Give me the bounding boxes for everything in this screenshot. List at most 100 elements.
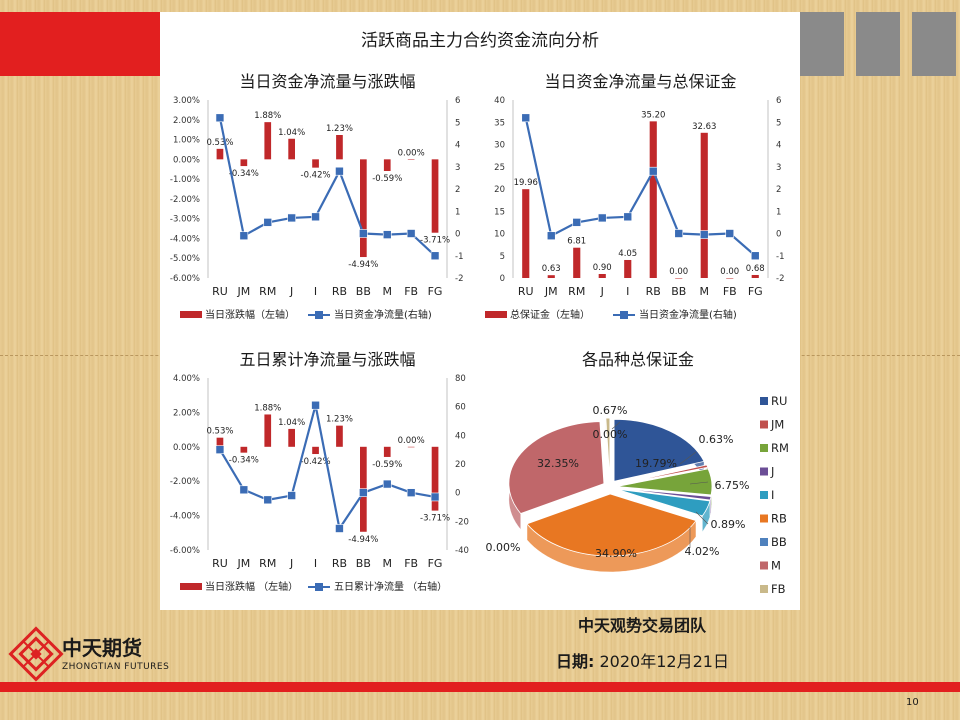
right-tick-label: 80: [455, 374, 466, 384]
pie-slice-RM: [616, 468, 713, 496]
bar-RB: [336, 425, 343, 447]
line-point-RM: [572, 218, 582, 227]
x-tick-RU: RU: [212, 557, 228, 570]
right-tick-label: -1: [455, 252, 463, 262]
legend-line-label: 当日资金净流量(右轴): [639, 308, 737, 321]
bar-RU: [216, 148, 224, 160]
left-tick-label: 10: [494, 230, 505, 240]
chart-net-flow-vs-margin: 当日资金净流量与总保证金 0 5 10 15 20 25 30 35 40 -2 -1 0 1 2 3 4 5 6 1…: [485, 72, 784, 321]
line-point-M: [382, 479, 392, 489]
right-tick-label: 4: [776, 141, 781, 151]
right-tick-label: -2: [776, 274, 784, 284]
pie-slice-RU: [613, 418, 705, 482]
left-tick-label: 0.00%: [173, 443, 200, 453]
date-value: 2020年12月21日: [599, 652, 729, 671]
bar-label-RU: 0.53%: [206, 427, 233, 437]
right-tick-label: 6: [455, 96, 460, 106]
pie-extra-label: 0.00%: [486, 541, 521, 554]
pie-slice-J: [616, 487, 712, 501]
x-tick-M: M: [383, 285, 393, 298]
left-tick-label: -1.00%: [170, 175, 200, 185]
company-name-en: ZHONGTIAN FUTURES: [62, 662, 170, 672]
x-tick-J: J: [289, 285, 293, 298]
pie-label-I: 4.02%: [685, 545, 720, 558]
line-point-I: [623, 212, 633, 222]
x-tick-FB: FB: [404, 557, 418, 570]
left-tick-label: 4.00%: [173, 374, 200, 384]
bar-RM: [573, 247, 581, 278]
legend-label-FB: FB: [771, 582, 786, 596]
x-tick-FG: FG: [748, 285, 763, 298]
right-tick-label: 4: [455, 141, 460, 151]
x-tick-FG: FG: [428, 285, 443, 298]
bar-label-RU: 0.53%: [206, 138, 233, 148]
right-tick-label: 40: [455, 431, 466, 441]
right-tick-label: 5: [455, 118, 460, 128]
grey-square-3: [912, 12, 956, 76]
x-tick-RM: RM: [259, 557, 276, 570]
bar-M: [700, 132, 708, 278]
bar-label-FB: 0.00%: [398, 148, 425, 158]
left-tick-label: -2.00%: [170, 195, 200, 205]
x-tick-RB: RB: [332, 285, 347, 298]
pie-slice-JM: [616, 464, 709, 486]
pie-label-M: 32.35%: [537, 457, 579, 470]
legend-swatch-RB: [760, 514, 768, 523]
bar-label-BB: -4.94%: [348, 260, 378, 270]
line-point-FG: [430, 251, 440, 261]
x-tick-J: J: [289, 557, 293, 570]
company-logo-icon: [8, 626, 64, 682]
chart-title: 当日资金净流量与涨跌幅: [239, 72, 415, 91]
right-tick-label: -2: [455, 274, 463, 284]
series-line: [219, 404, 436, 532]
left-tick-label: 5: [500, 252, 505, 262]
legend-bar-swatch: [485, 311, 507, 318]
right-tick-label: 1: [776, 207, 781, 217]
line-point-J: [597, 213, 607, 223]
bar-label-FB: 0.00%: [398, 436, 425, 446]
legend-swatch-BB: [760, 538, 768, 546]
bar-label-I: -0.42%: [301, 457, 331, 467]
legend-line-label: 当日资金净流量(右轴): [334, 308, 432, 321]
legend-line-label: 五日累计净流量 （右轴）: [334, 580, 447, 593]
bar-label-J: 1.04%: [278, 418, 305, 428]
right-tick-label: 1: [455, 207, 460, 217]
left-tick-label: -3.00%: [170, 215, 200, 225]
x-tick-RM: RM: [568, 285, 585, 298]
legend-swatch-JM: [760, 420, 768, 429]
right-tick-label: 3: [776, 163, 781, 173]
line-point-BB: [359, 488, 368, 497]
pie-label-FB: 0.67%: [593, 404, 628, 417]
legend-line-marker: [620, 311, 628, 319]
left-tick-label: 2.00%: [173, 116, 200, 126]
chart-title: 当日资金净流量与总保证金: [544, 72, 736, 91]
left-tick-label: 15: [494, 207, 505, 217]
bar-J: [598, 273, 606, 278]
right-tick-label: 20: [455, 460, 466, 470]
x-tick-RU: RU: [518, 285, 534, 298]
bar-label-RM: 1.88%: [254, 403, 281, 413]
line-point-FB: [406, 229, 416, 238]
legend-label-RB: RB: [771, 512, 787, 526]
left-tick-label: 30: [494, 141, 505, 151]
line-point-JM: [546, 231, 556, 241]
pie-slice-M: [508, 421, 605, 514]
legend-bar-swatch: [180, 583, 202, 590]
right-tick-label: 2: [455, 185, 460, 195]
series-line: [218, 117, 436, 257]
bar-label-JM: -0.34%: [229, 169, 259, 179]
bar-label-BB: 0.00: [669, 267, 688, 277]
bar-JM: [547, 275, 555, 278]
top-red-bar: [0, 12, 160, 76]
report-date: 日期: 2020年12月21日: [556, 648, 729, 672]
leader-line-J: [695, 511, 709, 525]
x-tick-M: M: [700, 285, 710, 298]
company-name-cn: 中天期货: [62, 636, 142, 660]
line-point-FB: [725, 229, 735, 238]
pie-label-RM: 6.75%: [715, 479, 750, 492]
pie-slice-I: [616, 488, 711, 517]
line-point-RM: [263, 495, 273, 505]
legend-bar-label: 当日涨跌幅（左轴）: [205, 308, 295, 321]
bar-BB: [360, 159, 367, 258]
legend-line-marker: [315, 583, 323, 591]
